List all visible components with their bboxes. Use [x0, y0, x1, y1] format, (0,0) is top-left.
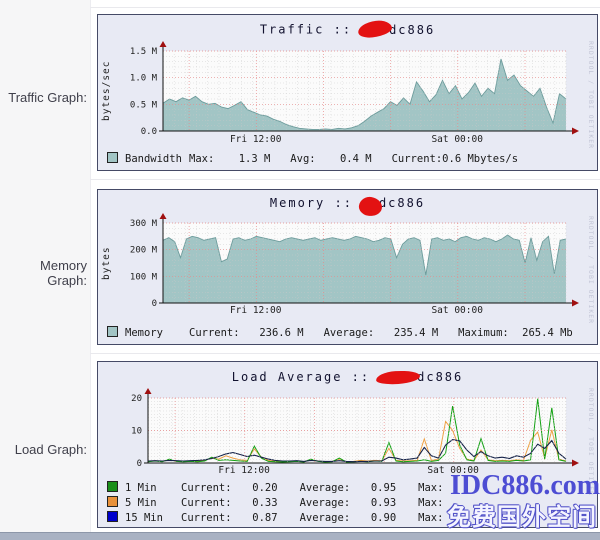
- svg-text:0: 0: [152, 299, 157, 309]
- maximum-label: Maximum:: [458, 327, 509, 339]
- avg-value: 0.4 M: [339, 153, 372, 165]
- 15min-label: 15 Min: [125, 512, 163, 524]
- traffic-chart: 0.0 0.5 M 1.0 M 1.5 M Fri 12:00 Sat 00:00: [130, 41, 579, 145]
- load-legend: 1 Min Current: 0.20 Average: 0.95 Max: 5 Min C…: [107, 481, 596, 526]
- current-label: Current:: [189, 327, 240, 339]
- load-graph[interactable]: Load Average :: dc886 RRDTOOL / TOBI OETI…: [97, 361, 598, 528]
- svg-text:10: 10: [131, 427, 142, 437]
- row-divider: [90, 353, 600, 354]
- max-label: Max:: [418, 482, 444, 494]
- current-value: 0.20: [252, 482, 278, 494]
- svg-text:100 M: 100 M: [130, 272, 158, 282]
- bandwidth-swatch: [107, 152, 118, 163]
- row-divider: [90, 7, 600, 8]
- avg-label: Avg:: [290, 153, 316, 165]
- memory-label: Memory: [125, 327, 163, 339]
- idc886-watermark: IDC886.com: [450, 470, 600, 501]
- load-legend-row-15min: 15 Min Current: 0.87 Average: 0.90 Max:: [107, 511, 596, 526]
- memory-graph-title: Memory :: dc886: [98, 195, 597, 218]
- load-legend-row-5min: 5 Min Current: 0.33 Average: 0.93 Max:: [107, 496, 596, 511]
- average-value: 235.4 M: [393, 327, 439, 339]
- memory-graph[interactable]: Memory :: dc886 RRDTOOL / TOBI OETIKER by…: [97, 189, 598, 345]
- memory-swatch: [107, 326, 118, 337]
- svg-text:0.0: 0.0: [141, 127, 157, 137]
- average-value: 0.93: [370, 497, 397, 509]
- max-value: 1.3 M: [238, 153, 271, 165]
- current-label: Current:: [181, 512, 232, 524]
- traffic-title-text: Traffic ::: [259, 22, 353, 37]
- memory-title-text: Memory ::: [269, 196, 353, 210]
- bottom-bar: [0, 532, 600, 540]
- svg-text:20: 20: [131, 394, 142, 404]
- traffic-graph-title: Traffic :: dc886: [98, 18, 597, 40]
- load-legend-row-1min: 1 Min Current: 0.20 Average: 0.95 Max:: [107, 481, 596, 496]
- traffic-graph[interactable]: Traffic :: dc886 RRDTOOL / TOBI OETIKER b…: [97, 14, 598, 171]
- current-label: Current:: [181, 497, 232, 509]
- chinese-watermark: 免费国外空间: [447, 503, 597, 531]
- row-divider: [90, 179, 600, 180]
- average-label: Average:: [323, 327, 375, 339]
- bandwidth-label: Bandwidth: [125, 153, 182, 165]
- svg-text:Sat 00:00: Sat 00:00: [427, 465, 479, 476]
- 1min-label: 1 Min: [125, 482, 157, 494]
- memory-legend: Memory Current: 236.6 M Average: 235.4 M Maxi…: [107, 326, 596, 339]
- current-value: 0.87: [252, 512, 278, 524]
- svg-text:1.5 M: 1.5 M: [130, 47, 158, 57]
- load-title-text: Load Average ::: [231, 370, 371, 384]
- redaction-blob: [375, 368, 421, 386]
- load-chart: 0 10 20 Fri 12:00 Sat 00:00: [131, 388, 579, 476]
- 5min-label: 5 Min: [125, 497, 157, 509]
- average-label: Average:: [299, 497, 351, 509]
- average-label: Average:: [299, 482, 351, 494]
- maximum-value: 265.4 Mb: [522, 327, 573, 339]
- load-host-text: dc886: [417, 370, 464, 384]
- rrdtool-watermark: RRDTOOL / TOBI OETIKER: [587, 388, 595, 497]
- average-label: Average:: [299, 512, 351, 524]
- max-label: Max:: [418, 497, 444, 509]
- redaction-blob: [357, 18, 393, 40]
- svg-text:0.5 M: 0.5 M: [130, 100, 158, 110]
- svg-text:1.0 M: 1.0 M: [130, 74, 158, 84]
- rrdtool-watermark: RRDTOOL / TOBI OETIKER: [587, 216, 595, 325]
- 5min-swatch: [107, 496, 118, 507]
- svg-text:200 M: 200 M: [130, 246, 158, 256]
- label-column: [0, 0, 91, 532]
- svg-text:0: 0: [137, 459, 142, 469]
- load-graph-label: Load Graph:: [14, 442, 87, 457]
- svg-text:Fri 12:00: Fri 12:00: [230, 134, 282, 145]
- 15min-swatch: [107, 511, 118, 522]
- current-value: 0.6 Mbytes/s: [442, 153, 519, 165]
- max-label: Max:: [418, 512, 444, 524]
- rrdtool-watermark: RRDTOOL / TOBI OETIKER: [587, 41, 595, 150]
- average-value: 0.95: [370, 482, 397, 494]
- svg-text:Sat 00:00: Sat 00:00: [431, 134, 483, 145]
- 1min-swatch: [107, 481, 118, 492]
- load-graph-title: Load Average :: dc886: [98, 368, 597, 386]
- traffic-host-text: dc886: [389, 22, 436, 37]
- current-label: Current:: [391, 153, 443, 165]
- max-label: Max:: [189, 153, 215, 165]
- memory-chart: 0 100 M 200 M 300 M Fri 12:00 Sat 00:00: [130, 213, 579, 316]
- average-value: 0.90: [370, 512, 397, 524]
- svg-text:300 M: 300 M: [130, 219, 158, 229]
- memory-graph-label: Memory Graph:: [40, 258, 87, 288]
- current-value: 236.6 M: [259, 327, 304, 339]
- svg-text:Fri 12:00: Fri 12:00: [218, 465, 270, 476]
- svg-text:Sat 00:00: Sat 00:00: [431, 305, 483, 316]
- current-value: 0.33: [252, 497, 278, 509]
- memory-host-text: dc886: [378, 196, 426, 210]
- traffic-graph-label: Traffic Graph:: [8, 90, 87, 105]
- svg-text:Fri 12:00: Fri 12:00: [230, 305, 282, 316]
- traffic-legend: Bandwidth Max: 1.3 M Avg: 0.4 M Current:0.6 M…: [107, 152, 596, 165]
- current-label: Current:: [181, 482, 232, 494]
